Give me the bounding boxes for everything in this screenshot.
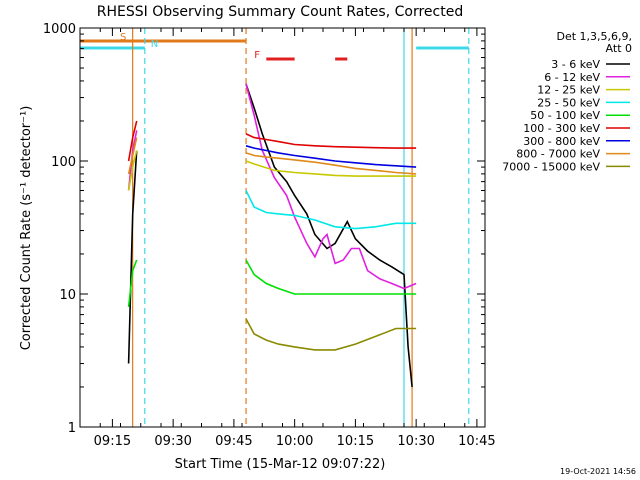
legend-entry-label: 7000 - 15000 keV bbox=[502, 160, 600, 173]
axes: 1 10 100 1000 09:15 09:30 09:45 10:00 10:15 10:30… bbox=[43, 22, 496, 449]
x-tick-label: 09:30 bbox=[154, 434, 191, 449]
event-markers bbox=[132, 28, 470, 427]
legend-entry-label: 300 - 800 keV bbox=[523, 135, 600, 148]
series-line bbox=[245, 190, 417, 230]
x-tick-label: 10:15 bbox=[337, 434, 374, 449]
legend-entry-label: 100 - 300 keV bbox=[523, 122, 600, 135]
series-line bbox=[127, 137, 138, 175]
series-line bbox=[245, 83, 413, 388]
y-tick-label: 1 bbox=[68, 421, 76, 436]
series-line bbox=[245, 145, 417, 168]
x-tick-label: 10:45 bbox=[458, 434, 495, 449]
chart-title: RHESSI Observing Summary Count Rates, Co… bbox=[97, 4, 463, 20]
y-axis-label: Corrected Count Rate (s⁻¹ detector⁻¹) bbox=[19, 106, 34, 351]
legend-entry-label: 50 - 100 keV bbox=[530, 109, 600, 122]
x-tick-label: 09:15 bbox=[94, 434, 131, 449]
status-flags: S N F bbox=[80, 32, 469, 61]
series-line bbox=[245, 152, 417, 175]
series-line bbox=[127, 120, 138, 162]
series-line bbox=[245, 318, 417, 351]
x-axis-label: Start Time (15-Mar-12 09:07:22) bbox=[175, 457, 386, 472]
legend-entry-label: 6 - 12 keV bbox=[544, 71, 600, 84]
series-line bbox=[127, 130, 138, 191]
y-tick-label: 1000 bbox=[43, 22, 76, 37]
flag-label: N bbox=[151, 39, 158, 50]
legend-entry-label: 25 - 50 keV bbox=[537, 96, 600, 109]
series-line bbox=[245, 259, 417, 295]
flag-label: S bbox=[120, 32, 126, 43]
series-lines bbox=[127, 83, 417, 388]
legend-entry-label: 12 - 25 keV bbox=[537, 84, 600, 97]
legend-header-line-2: Att 0 bbox=[606, 42, 632, 55]
series-line bbox=[245, 83, 417, 290]
series-line bbox=[127, 150, 138, 364]
x-tick-label: 10:30 bbox=[397, 434, 434, 449]
y-tick-label: 10 bbox=[59, 288, 76, 303]
creation-date: 19-Oct-2021 14:56 bbox=[560, 467, 636, 476]
series-line bbox=[245, 133, 417, 149]
legend-entry-label: 800 - 7000 keV bbox=[516, 148, 600, 161]
x-tick-label: 09:45 bbox=[215, 434, 252, 449]
legend-header-line-1: Det 1,3,5,6,9, bbox=[556, 30, 632, 43]
flag-label: F bbox=[254, 50, 260, 61]
x-tick-label: 10:00 bbox=[276, 434, 313, 449]
series-line bbox=[127, 150, 138, 191]
series-line bbox=[127, 259, 138, 307]
legend-entry-label: 3 - 6 keV bbox=[551, 58, 600, 71]
y-tick-label: 100 bbox=[51, 155, 76, 170]
series-line bbox=[245, 160, 417, 177]
